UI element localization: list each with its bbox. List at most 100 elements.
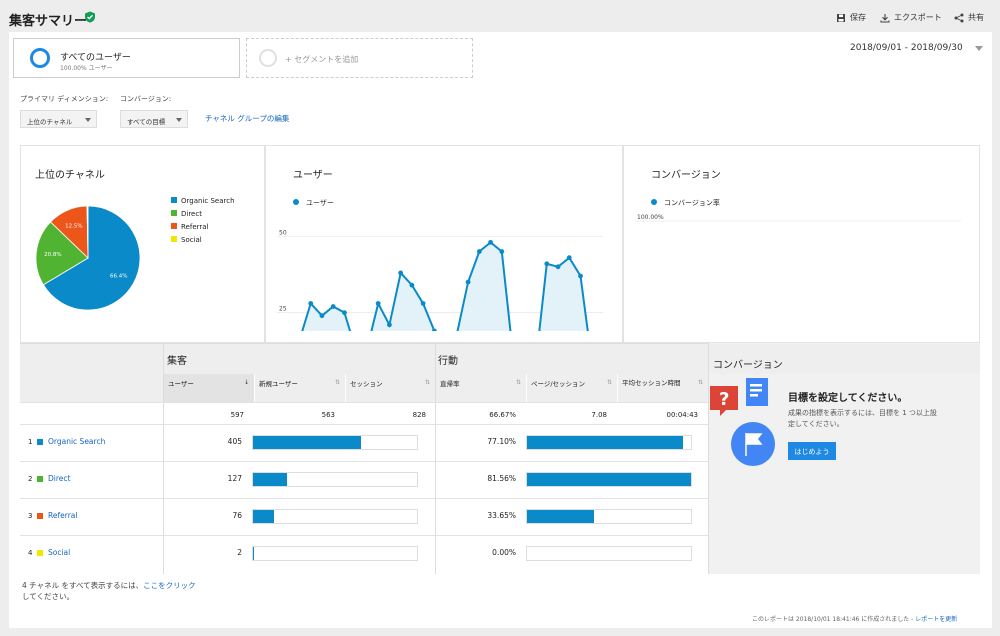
data-point — [499, 249, 505, 254]
data-point — [342, 310, 347, 316]
channel-link-social[interactable]: Social — [48, 548, 71, 557]
data-point — [398, 270, 404, 276]
row-divider — [20, 402, 708, 403]
data-point — [544, 261, 550, 267]
bounce-bar-fill — [527, 436, 683, 449]
pages-column-header[interactable] — [527, 374, 617, 402]
sort-desc-icon[interactable]: ↓ — [244, 379, 250, 386]
data-point — [578, 273, 583, 279]
date-range-picker[interactable]: 2018/09/01 - 2018/09/30 — [850, 43, 963, 53]
sort-icon[interactable]: ⇅ — [516, 379, 522, 386]
sort-icon[interactable]: ⇅ — [607, 379, 613, 386]
get-started-button[interactable]: はじめよう — [788, 442, 836, 460]
save-icon — [837, 13, 845, 22]
users-bar-fill — [253, 547, 254, 560]
users-bar — [252, 546, 418, 561]
channel-link-organic-search[interactable]: Organic Search — [48, 437, 106, 446]
pages-header-label: ページ/セッション — [531, 380, 586, 388]
duration-column-header[interactable] — [618, 374, 708, 402]
share-button[interactable]: 共有 — [954, 12, 984, 23]
add-segment-button[interactable]: + セグメントを追加 — [246, 38, 473, 78]
refresh-report-link[interactable]: レポートを更新 — [915, 616, 958, 623]
legend-swatch — [171, 236, 177, 242]
total-bounce: 66.67% — [489, 411, 516, 419]
channel-color-swatch — [37, 550, 43, 556]
conversion-select[interactable]: すべての目標 — [120, 110, 188, 128]
users-legend: ユーザー — [293, 198, 334, 208]
sort-icon[interactable]: ⇅ — [335, 379, 341, 386]
users-bar-fill — [253, 436, 362, 449]
pie-legend-item: Referral — [171, 223, 209, 231]
segment-all-users[interactable]: すべてのユーザー 100.00% ユーザー — [13, 38, 240, 78]
chevron-down-icon — [85, 118, 91, 122]
click-here-link[interactable]: ここをクリック — [143, 581, 196, 590]
row-number: 1 — [28, 438, 33, 446]
users-column-header[interactable] — [164, 374, 254, 402]
row-users-value: 2 — [237, 548, 242, 557]
bounce-bar — [526, 472, 692, 487]
save-button[interactable]: 保存 — [836, 12, 866, 23]
verified-shield-icon — [85, 11, 95, 23]
conversion-chart-title: コンバージョン — [651, 170, 721, 181]
channel-link-direct[interactable]: Direct — [48, 474, 71, 483]
table-group-header — [20, 344, 708, 374]
bounce-bar — [526, 435, 692, 450]
data-point — [431, 328, 437, 331]
users-bar — [252, 435, 418, 450]
data-point — [420, 301, 426, 306]
channel-color-swatch — [37, 476, 43, 482]
primary-dimension-select[interactable]: 上位のチャネル — [20, 110, 97, 128]
date-range-caret-icon[interactable] — [975, 46, 983, 51]
y-tick-label: 50 — [279, 229, 287, 236]
bounce-bar-fill — [527, 473, 691, 486]
primary-dimension-value: 上位のチャネル — [27, 118, 73, 126]
export-button[interactable]: エクスポート — [880, 12, 942, 23]
show-all-channels-note: 4 チャネル をすべて表示するには、ここをクリック してください。 — [22, 580, 232, 602]
new-users-column-header[interactable] — [255, 374, 345, 402]
pie-legend-item: Direct — [171, 210, 202, 218]
total-duration: 00:04:43 — [666, 411, 698, 419]
edit-channel-group-link[interactable]: チャネル グループの編集 — [205, 114, 290, 123]
add-segment-ring-icon — [259, 49, 277, 67]
bounce-column-header[interactable] — [436, 374, 526, 402]
new-users-header-label: 新規ユーザー — [259, 380, 298, 388]
total-users: 597 — [230, 411, 244, 419]
page-title: 集客サマリー — [9, 14, 88, 29]
row-users-value: 76 — [232, 511, 242, 520]
channel-link-referral[interactable]: Referral — [48, 511, 78, 520]
series-area — [302, 242, 588, 331]
pie-slice-label: 12.5% — [65, 224, 82, 230]
sort-icon[interactable]: ⇅ — [425, 379, 431, 386]
pie-legend-item: Organic Search — [171, 197, 235, 205]
legend-swatch — [171, 223, 177, 229]
conversion-panel-title: コンバージョン — [713, 360, 783, 371]
pie-legend-label: Direct — [181, 210, 202, 218]
row-number: 4 — [28, 549, 33, 557]
conversion-legend: コンバージョン率 — [651, 198, 720, 208]
behavior-group-header: 行動 — [438, 356, 458, 367]
chevron-down-icon — [176, 118, 182, 122]
pie-slice — [86, 205, 89, 259]
pie-chart-title: 上位のチャネル — [35, 170, 105, 181]
goal-promo-description: 成果の指標を表示するには、目標を 1 つ以上設定してください。 — [788, 409, 937, 428]
row-number: 3 — [28, 512, 33, 520]
data-point — [488, 239, 493, 245]
legend-dot-icon — [293, 199, 299, 205]
conversion-panel-header — [709, 344, 980, 374]
data-point — [308, 301, 314, 306]
sessions-column-header[interactable] — [346, 374, 435, 402]
sort-icon[interactable]: ⇅ — [698, 379, 704, 386]
data-point — [387, 322, 392, 328]
users-header-label: ユーザー — [168, 380, 194, 388]
total-new-users: 563 — [321, 411, 335, 419]
table-divider — [163, 344, 164, 574]
data-point — [566, 255, 572, 261]
note-prefix: 4 チャネル をすべて表示するには、 — [22, 581, 144, 590]
duration-header-label: 平均セッション時間 — [622, 379, 681, 387]
pie-slice-label: 20.8% — [44, 252, 61, 258]
row-bounce-value: 0.00% — [492, 548, 516, 557]
data-point — [375, 301, 381, 306]
pie-slice — [42, 205, 141, 311]
goal-promo-title: 目標を設定してください。 — [788, 393, 908, 404]
acquisition-group-header: 集客 — [167, 356, 187, 367]
